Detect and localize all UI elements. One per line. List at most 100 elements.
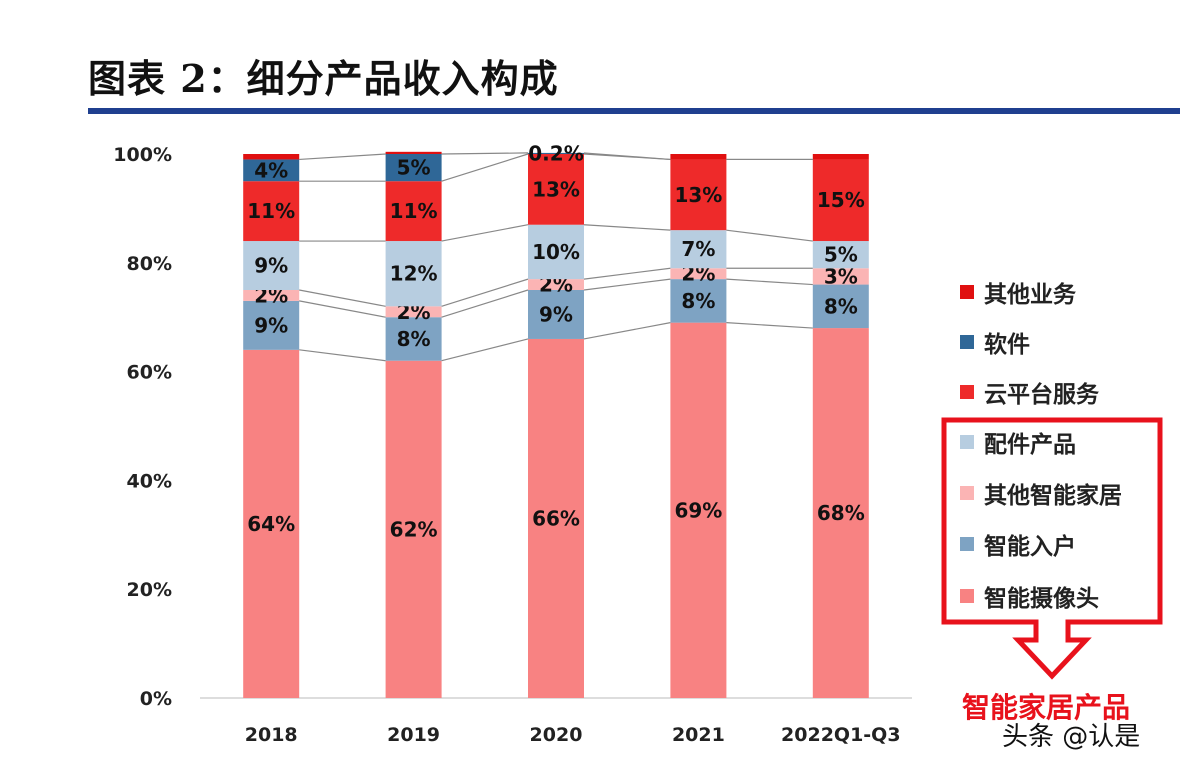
- connector-line: [583, 152, 671, 161]
- bar-segment: [243, 349, 300, 698]
- data-label: 9%: [254, 313, 288, 337]
- bar-segment: [243, 241, 300, 290]
- data-label: 5%: [397, 156, 431, 180]
- data-label: 8%: [397, 327, 431, 351]
- connector-line: [299, 300, 386, 318]
- data-label: 7%: [681, 237, 715, 261]
- legend-label: 配件产品: [984, 431, 1076, 458]
- bar-segment: [812, 154, 869, 160]
- bar-segment: [528, 279, 584, 290]
- connector-line: [299, 153, 386, 161]
- bar-segment: [812, 328, 869, 698]
- legend-label: 其他业务: [984, 282, 1077, 308]
- legend-swatch: [960, 435, 974, 449]
- legend-label: 软件: [984, 331, 1030, 358]
- bar-segment: [528, 152, 584, 154]
- data-label: 0.2%: [528, 141, 583, 165]
- data-label: 11%: [247, 199, 295, 223]
- connector-line: [441, 338, 529, 362]
- bar-segment: [243, 154, 300, 160]
- connector-line: [726, 278, 813, 286]
- watermark: 头条 @认是: [1002, 722, 1141, 752]
- bar-segment: [243, 290, 300, 301]
- data-label: 12%: [390, 262, 438, 286]
- data-label: 15%: [817, 188, 865, 212]
- title-underline: [88, 108, 1180, 114]
- bar-segment: [385, 306, 442, 318]
- bar-segment: [812, 159, 869, 242]
- data-label: 3%: [824, 264, 858, 288]
- data-label: 13%: [532, 177, 580, 201]
- legend-label: 智能入户: [984, 533, 1076, 560]
- legend-swatch: [960, 537, 974, 551]
- legend-swatch: [960, 486, 974, 500]
- data-label: 9%: [254, 254, 288, 278]
- data-label: 11%: [390, 199, 438, 223]
- bar-segment: [670, 268, 727, 280]
- bar-segment: [243, 181, 300, 242]
- data-label: 66%: [532, 506, 580, 530]
- connector-line: [299, 349, 386, 362]
- legend-swatch: [960, 589, 974, 603]
- data-label: 62%: [390, 517, 438, 541]
- data-label: 9%: [539, 302, 573, 326]
- x-tick-label: 2019: [387, 724, 440, 746]
- connector-line: [441, 153, 529, 182]
- data-label: 69%: [674, 498, 722, 522]
- bar-segment: [812, 268, 869, 285]
- bar-segment: [812, 241, 869, 269]
- y-tick-label: 0%: [140, 688, 172, 710]
- bar-segment: [670, 230, 727, 269]
- legend-swatch: [960, 385, 974, 399]
- connector-line: [726, 229, 813, 242]
- y-tick-label: 40%: [127, 470, 172, 492]
- bar-segment: [385, 151, 442, 154]
- legend-label: 智能摄像头: [984, 585, 1099, 612]
- bar-segment: [243, 300, 300, 350]
- y-tick-label: 80%: [127, 253, 172, 275]
- data-label: 13%: [674, 183, 722, 207]
- x-tick-label: 2022Q1-Q3: [781, 724, 901, 746]
- data-label: 8%: [824, 294, 858, 318]
- smart-home-bracket-arrow: [941, 417, 1163, 680]
- connector-line: [441, 224, 529, 242]
- data-label: 5%: [824, 243, 858, 267]
- bar-segment: [385, 317, 442, 361]
- data-label: 4%: [254, 158, 288, 182]
- bar-segment: [385, 241, 442, 307]
- data-label: 64%: [247, 512, 295, 536]
- legend-label: 其他智能家居: [984, 482, 1122, 509]
- connector-line: [583, 267, 671, 280]
- bar-segment: [385, 360, 442, 698]
- connector-line: [441, 152, 529, 155]
- bar-segment: [670, 154, 727, 160]
- bar-segment: [670, 159, 727, 231]
- bar-segment: [385, 181, 442, 242]
- x-tick-label: 2020: [530, 724, 583, 746]
- bar-segment: [528, 290, 584, 339]
- bar-segment: [528, 338, 584, 698]
- y-tick-label: 100%: [113, 144, 172, 166]
- connector-line: [726, 322, 813, 329]
- connector-line: [299, 289, 386, 307]
- legend-label: 云平台服务: [984, 381, 1100, 408]
- connector-line: [583, 322, 671, 340]
- connector-line: [441, 289, 529, 318]
- bar-segment: [385, 154, 442, 182]
- legend-swatch: [960, 285, 974, 299]
- smart-home-annotation: 智能家居产品: [962, 691, 1131, 724]
- data-label: 8%: [681, 289, 715, 313]
- bar-segment: [528, 224, 584, 280]
- bar-segment: [812, 284, 869, 329]
- data-label: 10%: [532, 240, 580, 264]
- y-tick-label: 20%: [127, 579, 172, 601]
- x-tick-label: 2021: [672, 724, 725, 746]
- legend-swatch: [960, 335, 974, 349]
- connector-line: [441, 278, 529, 307]
- data-label: 68%: [817, 501, 865, 525]
- bar-segment: [670, 279, 727, 323]
- x-tick-label: 2018: [245, 724, 298, 746]
- chart-title: 图表 2：细分产品收入构成: [88, 56, 559, 101]
- bar-segment: [528, 154, 584, 225]
